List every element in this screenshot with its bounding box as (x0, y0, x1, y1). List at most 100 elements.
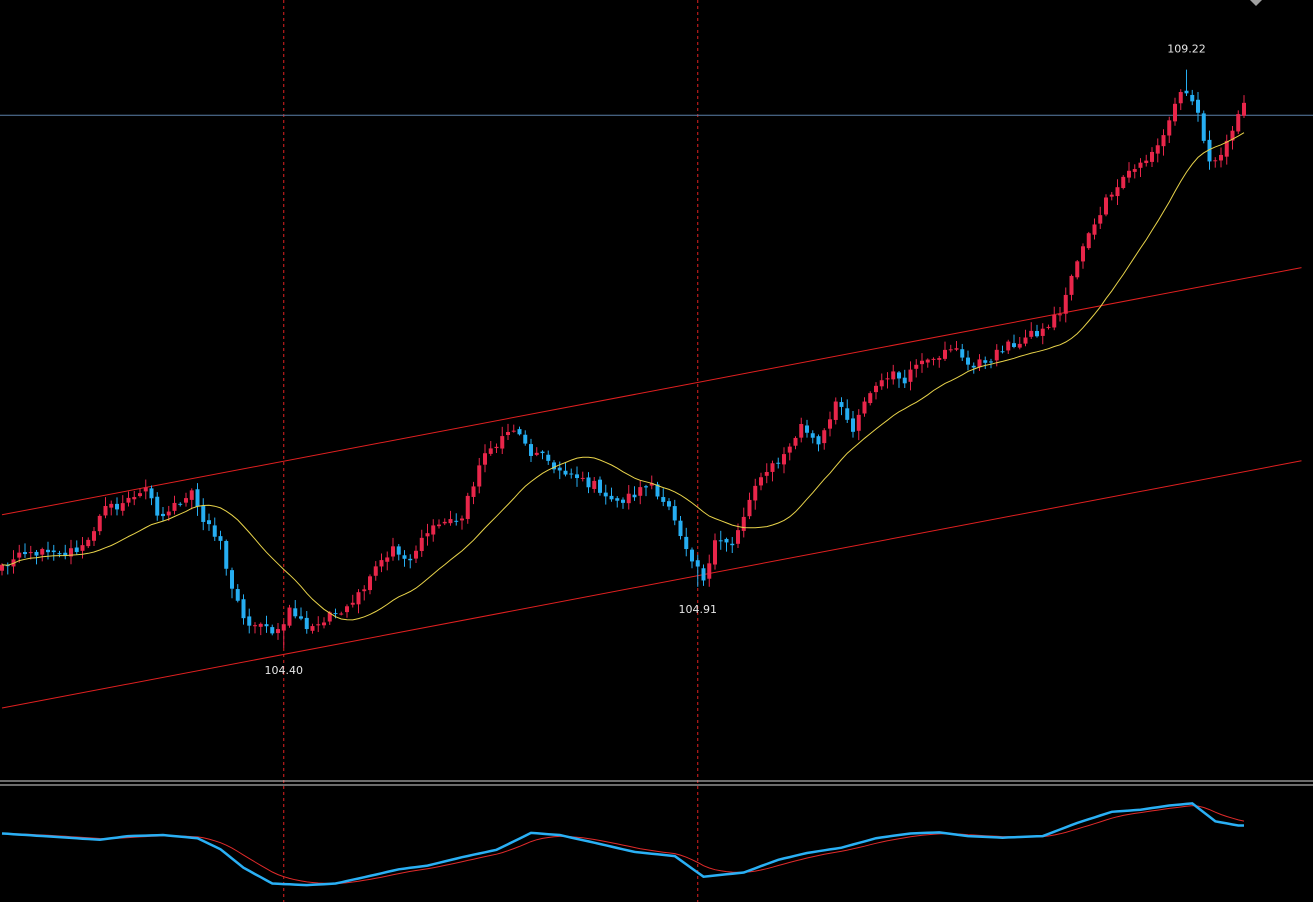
candle-body (862, 401, 867, 414)
candle-216 (1242, 95, 1246, 118)
candle-body (925, 359, 930, 363)
candle-body (989, 361, 993, 363)
candle-154 (885, 372, 890, 389)
candle-27 (155, 492, 160, 521)
candle-body (1063, 294, 1068, 314)
candle-body (523, 434, 528, 444)
channel-line-lower (1, 460, 1302, 709)
candle-body (178, 503, 183, 505)
candle-109 (626, 485, 631, 510)
moving-average-line (1, 132, 1245, 621)
candle-body (264, 624, 269, 627)
candle-body (1196, 99, 1200, 113)
candle-29 (166, 505, 171, 521)
candle-81 (465, 492, 470, 524)
candle-209 (1201, 110, 1206, 144)
candle-body (431, 525, 436, 535)
candle-18 (103, 497, 108, 519)
candle-30 (172, 495, 177, 515)
candle-31 (178, 502, 183, 507)
candle-body (425, 533, 430, 537)
candle-175 (1006, 339, 1011, 354)
candle-body (143, 487, 148, 492)
candle-122 (701, 564, 706, 586)
panel-separator (0, 780, 1313, 786)
candle-144 (828, 411, 832, 437)
candle-202 (1161, 129, 1166, 156)
candle-body (408, 558, 413, 561)
candle-35 (201, 498, 206, 531)
candle-148 (851, 411, 855, 438)
candle-10 (57, 550, 62, 558)
candle-body (166, 511, 171, 516)
candle-body (598, 479, 602, 493)
candle-body (1132, 169, 1137, 172)
candle-42 (241, 594, 246, 625)
candle-body (1006, 341, 1011, 351)
candle-128 (736, 523, 740, 548)
candle-body (552, 462, 556, 470)
candle-0 (0, 563, 4, 576)
candle-77 (442, 518, 447, 526)
candle-200 (1150, 147, 1154, 168)
candle-203 (1167, 116, 1172, 143)
candle-78 (448, 510, 453, 526)
candle-88 (506, 423, 510, 441)
candle-body (1190, 94, 1195, 102)
candle-body (80, 545, 85, 551)
candle-body (1098, 215, 1103, 224)
candle-body (741, 516, 746, 531)
candle-75 (431, 519, 436, 542)
candle-body (517, 429, 522, 435)
candle-7 (40, 547, 45, 562)
candle-body (810, 433, 815, 438)
candle-145 (833, 397, 838, 425)
candle-body (299, 616, 303, 619)
candle-body (793, 437, 798, 446)
candle-190 (1092, 218, 1097, 240)
candle-body (971, 365, 976, 368)
candle-21 (120, 495, 125, 516)
candle-23 (132, 490, 137, 506)
candle-72 (414, 545, 418, 564)
candle-92 (529, 438, 533, 462)
candle-body (316, 624, 321, 626)
candle-body (770, 463, 775, 472)
candle-159 (914, 359, 919, 378)
candle-body (322, 622, 326, 626)
candle-body (966, 357, 970, 365)
candle-105 (603, 484, 608, 505)
candle-102 (586, 472, 591, 494)
candle-181 (1040, 323, 1045, 345)
candle-body (994, 349, 999, 361)
candle-body (368, 576, 372, 591)
candle-91 (523, 430, 528, 446)
candle-174 (1000, 345, 1005, 354)
candle-71 (408, 554, 413, 569)
candle-body (575, 474, 579, 479)
candle-body (1121, 176, 1126, 189)
candle-body (28, 552, 33, 554)
candle-body (356, 592, 361, 605)
price-annotations: 104.40 104.91 109.22 (265, 43, 1206, 677)
candle-195 (1121, 175, 1126, 190)
candle-body (276, 629, 280, 634)
candle-body (86, 539, 91, 547)
candle-123 (707, 554, 712, 587)
candle-body (218, 536, 223, 541)
candle-100 (575, 466, 579, 487)
candle-body (874, 385, 878, 393)
candle-160 (920, 353, 924, 373)
candle-182 (1046, 324, 1051, 330)
candle-body (57, 553, 62, 555)
candle-207 (1190, 89, 1195, 106)
candle-119 (684, 527, 689, 557)
candle-6 (34, 549, 39, 565)
candle-62 (356, 589, 361, 614)
candle-47 (270, 624, 275, 636)
candle-116 (667, 498, 671, 511)
candle-body (592, 480, 597, 489)
candle-body (1040, 328, 1045, 336)
